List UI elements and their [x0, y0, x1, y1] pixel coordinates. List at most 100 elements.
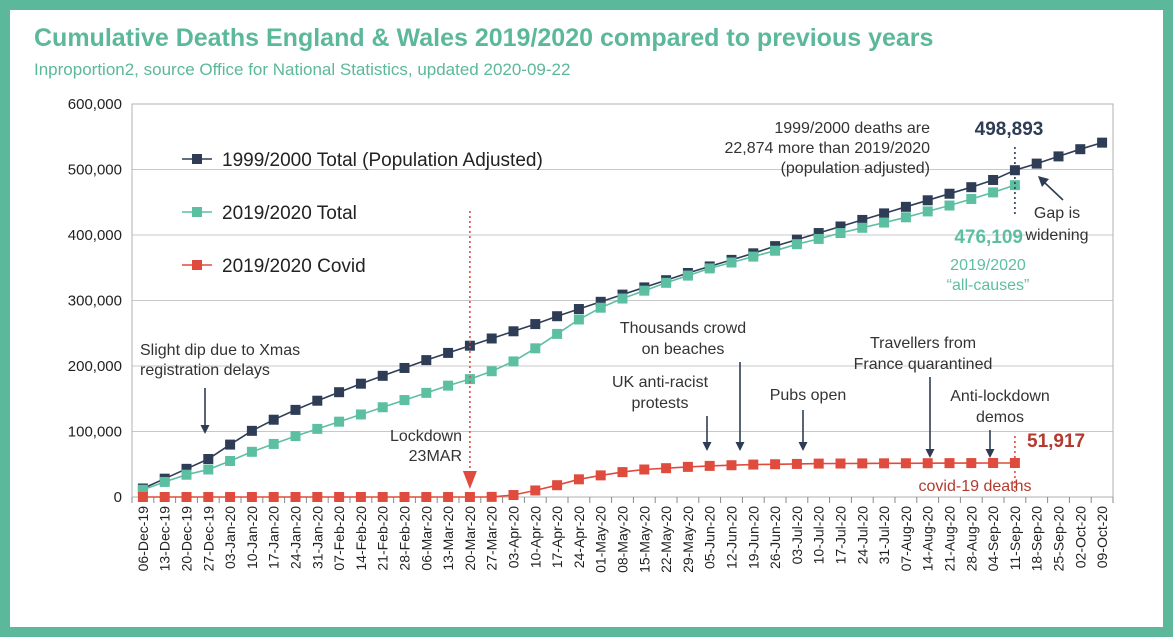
- series-2019-2020-covid-point: [704, 460, 715, 471]
- series-2019-2020-total-point: [464, 374, 475, 385]
- x-tick-label: 25-Sep-20: [1051, 506, 1067, 572]
- series-2019-2020-covid-point: [159, 492, 170, 502]
- series-1999-2000-point: [268, 414, 279, 425]
- protests-arrow-head: [702, 442, 712, 451]
- series-1999-2000-point: [879, 208, 890, 219]
- series-2019-2020-total-point: [639, 285, 650, 296]
- x-tick-label: 27-Dec-19: [200, 506, 216, 572]
- lockdown-arrow-head: [462, 471, 477, 489]
- annotation-travellers-line-2: France quarantined: [854, 356, 993, 373]
- annotation-lockdown-line-1: Lockdown: [390, 428, 462, 445]
- series-2019-2020-covid-point: [443, 492, 454, 502]
- series-2019-2020-covid-point: [530, 485, 541, 496]
- series-1999-2000-point: [334, 387, 345, 398]
- series-2019-2020-total-point: [835, 228, 846, 239]
- chart-subtitle: Inproportion2, source Office for Nationa…: [34, 60, 571, 79]
- legend-swatch-marker: [192, 154, 202, 164]
- x-tick-label: 21-Aug-20: [942, 506, 958, 572]
- y-tick-label: 400,000: [68, 227, 122, 244]
- legend-swatch-marker: [192, 207, 202, 217]
- annotation-xmas-dip-line-2: registration delays: [140, 362, 270, 379]
- series-2019-2020-total-point: [312, 423, 323, 434]
- x-tick-label: 09-Oct-20: [1094, 506, 1110, 568]
- series-2019-2020-total-point: [988, 187, 999, 198]
- series-1999-2000-point: [181, 463, 192, 474]
- series-2019-2020-total-point: [552, 328, 563, 339]
- x-tick-label: 15-May-20: [636, 506, 652, 573]
- series-1999-2000-point: [595, 296, 606, 307]
- series-1999-2000-point: [857, 214, 868, 225]
- x-tick-label: 17-Jul-20: [833, 506, 849, 565]
- pubs-arrow-head: [798, 442, 808, 451]
- gap-arrow-shaft: [1044, 182, 1064, 201]
- y-tick-label: 600,000: [68, 96, 122, 113]
- x-tick-label: 17-Jan-20: [266, 506, 282, 569]
- series-2019-2020-covid-point: [813, 458, 824, 469]
- series-2019-2020-covid-point: [748, 459, 759, 470]
- series-2019-2020-covid-point: [290, 492, 301, 502]
- x-tick-label: 13-Dec-19: [157, 506, 173, 572]
- annotation-lockdown-line-2: 23MAR: [409, 448, 462, 465]
- x-tick-label: 21-Feb-20: [375, 506, 391, 571]
- series-1999-2000-point: [464, 340, 475, 351]
- legend-label: 1999/2000 Total (Population Adjusted): [222, 150, 543, 171]
- x-tick-label: 02-Oct-20: [1072, 506, 1088, 568]
- x-tick-label: 03-Apr-20: [506, 506, 522, 568]
- series-2019-2020-covid-point: [268, 492, 279, 502]
- annotation-pubs-open: Pubs open: [770, 387, 847, 404]
- x-tick-label: 06-Mar-20: [418, 506, 434, 571]
- y-tick-label: 500,000: [68, 162, 122, 179]
- series-2019-2020-total-point: [704, 263, 715, 274]
- x-tick-label: 11-Sep-20: [1007, 506, 1023, 571]
- series-1999-2000-point: [1031, 158, 1042, 169]
- annotation-gap-widening-line-2: widening: [1024, 227, 1088, 244]
- x-tick-label: 24-Apr-20: [571, 506, 587, 568]
- legend-label: 2019/2020 Total: [222, 203, 357, 224]
- series-1999-2000-line: [142, 141, 1103, 490]
- y-tick-label: 0: [114, 489, 122, 506]
- series-1999-2000-point: [312, 395, 323, 406]
- x-tick-label: 26-Jun-20: [767, 506, 783, 569]
- y-tick-label: 300,000: [68, 293, 122, 310]
- legend-label: 2019/2020 Covid: [222, 256, 366, 277]
- x-tick-label: 28-Feb-20: [397, 506, 413, 571]
- annotation-anti-lockdown-line-2: demos: [976, 409, 1024, 426]
- annotation-allcauses-line-2: “all-causes”: [947, 277, 1030, 294]
- gap-arrow-head: [1038, 176, 1049, 187]
- x-tick-label: 10-Jan-20: [244, 506, 260, 569]
- series-1999-2000-point: [988, 174, 999, 185]
- series-2019-2020-covid-point: [791, 458, 802, 469]
- series-1999-2000-point: [813, 228, 824, 239]
- series-2019-2020-total-point: [661, 277, 672, 288]
- series-2019-2020-total-point: [900, 212, 911, 223]
- annotation-gap-line-1: 1999/2000 deaths are: [774, 120, 930, 137]
- annotation-anti-lockdown-line-1: Anti-lockdown: [950, 388, 1050, 405]
- series-2019-2020-total-point: [530, 343, 541, 354]
- series-2019-2020-covid-point: [944, 458, 955, 469]
- series-2019-2020-total-point: [443, 380, 454, 391]
- series-2019-2020-covid-point: [508, 490, 519, 501]
- series-1999-2000-point: [922, 195, 933, 206]
- x-tick-label: 04-Sep-20: [985, 506, 1001, 572]
- series-2019-2020-total-point: [399, 395, 410, 406]
- series-2019-2020-total-point: [922, 206, 933, 217]
- series-2019-2020-total-point: [944, 200, 955, 211]
- beaches-arrow-head: [735, 442, 745, 451]
- annotation-covid-deaths: covid-19 deaths: [919, 478, 1032, 495]
- value-label-1999: 498,893: [975, 119, 1044, 140]
- series-1999-2000-point: [944, 188, 955, 199]
- series-1999-2000-point: [508, 326, 519, 337]
- series-2019-2020-covid-point: [617, 467, 628, 478]
- series-2019-2020-total-point: [268, 438, 279, 449]
- x-tick-label: 28-Aug-20: [963, 506, 979, 572]
- series-2019-2020-total-point: [617, 293, 628, 304]
- chart-title: Cumulative Deaths England & Wales 2019/2…: [34, 24, 934, 52]
- series-2019-2020-covid-point: [552, 480, 563, 491]
- annotation-xmas-dip-line-1: Slight dip due to Xmas: [140, 342, 300, 359]
- series-2019-2020-covid-point: [312, 492, 323, 502]
- series-1999-2000-point: [835, 221, 846, 232]
- series-2019-2020-covid-point: [966, 458, 977, 469]
- series-2019-2020-covid-point: [464, 492, 475, 502]
- series-2019-2020-covid-point: [181, 492, 192, 502]
